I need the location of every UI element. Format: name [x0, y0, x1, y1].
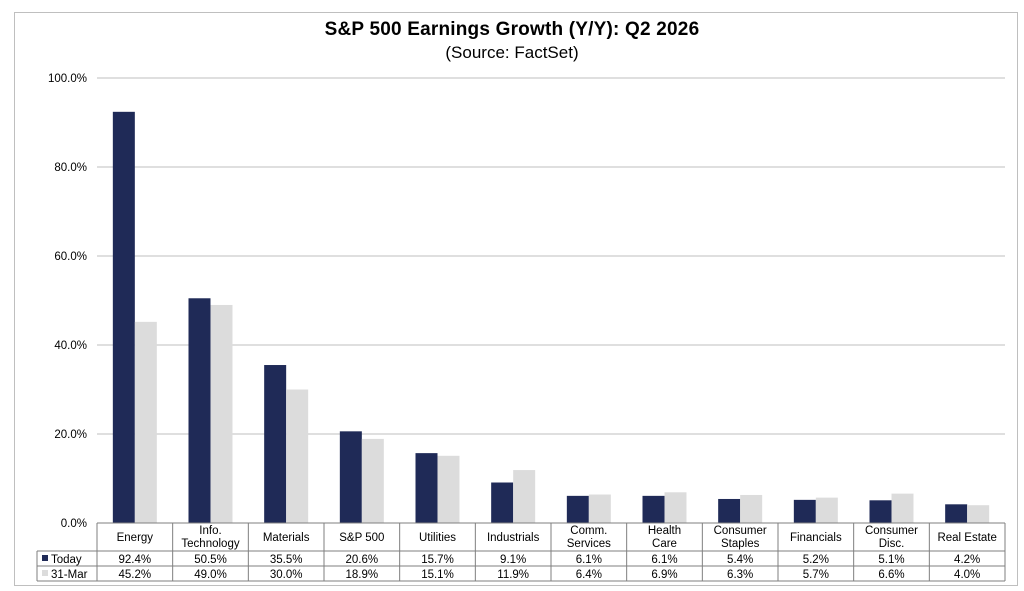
legend-label-today: Today — [51, 554, 82, 566]
table-cell-31-mar: 18.9% — [346, 569, 379, 581]
bar-today — [415, 453, 438, 523]
category-label: Materials — [263, 532, 310, 544]
table-cell-31-mar: 6.3% — [727, 569, 753, 581]
table-cell-today: 50.5% — [194, 554, 227, 566]
y-tick-label: 100.0% — [48, 73, 87, 85]
bar-31-mar — [588, 494, 611, 523]
category-label: Energy — [117, 532, 154, 544]
legend-swatch-today — [42, 555, 48, 561]
category-label: Comm. — [570, 525, 607, 537]
bar-today — [642, 495, 665, 523]
bar-today — [491, 482, 514, 523]
table-cell-today: 4.2% — [954, 554, 980, 566]
bar-today — [112, 111, 135, 523]
category-label: Info. — [199, 525, 221, 537]
y-tick-label: 0.0% — [61, 518, 87, 530]
bar-today — [339, 431, 362, 523]
category-label: S&P 500 — [339, 532, 384, 544]
chart-title: S&P 500 Earnings Growth (Y/Y): Q2 2026 — [324, 19, 700, 40]
bar-today — [718, 498, 741, 523]
table-cell-today: 5.4% — [727, 554, 753, 566]
table-cell-31-mar: 4.0% — [954, 569, 980, 581]
table-cell-31-mar: 6.9% — [651, 569, 677, 581]
category-label: Industrials — [487, 532, 540, 544]
y-tick-label: 20.0% — [54, 429, 87, 441]
bar-31-mar — [664, 492, 687, 523]
legend-label-31-mar: 31-Mar — [51, 569, 88, 581]
table-cell-today: 5.1% — [878, 554, 904, 566]
bar-today — [566, 495, 589, 523]
table-cell-today: 6.1% — [576, 554, 602, 566]
bar-31-mar — [740, 494, 763, 523]
bar-31-mar — [891, 493, 914, 523]
category-label: Financials — [790, 532, 842, 544]
category-label: Technology — [181, 538, 239, 550]
table-cell-today: 9.1% — [500, 554, 526, 566]
table-cell-today: 5.2% — [803, 554, 829, 566]
bar-today — [793, 499, 816, 523]
category-label: Health — [648, 525, 681, 537]
category-label: Consumer — [714, 525, 767, 537]
category-label: Utilities — [419, 532, 456, 544]
category-label: Real Estate — [937, 532, 996, 544]
bar-today — [188, 298, 211, 523]
legend-swatch-31-mar — [42, 570, 48, 576]
category-label: Disc. — [879, 538, 905, 550]
table-cell-today: 92.4% — [119, 554, 152, 566]
bar-today — [945, 504, 968, 523]
bar-31-mar — [286, 389, 309, 523]
table-cell-today: 20.6% — [346, 554, 379, 566]
bar-today — [264, 365, 287, 523]
table-cell-31-mar: 11.9% — [497, 569, 529, 581]
category-label: Staples — [721, 538, 760, 550]
table-cell-31-mar: 45.2% — [119, 569, 152, 581]
table-cell-31-mar: 30.0% — [270, 569, 303, 581]
bar-today — [869, 500, 892, 523]
category-label: Care — [652, 538, 677, 550]
table-cell-31-mar: 6.4% — [576, 569, 602, 581]
bar-31-mar — [210, 304, 233, 523]
y-tick-label: 80.0% — [54, 162, 87, 174]
category-label: Consumer — [865, 525, 918, 537]
bar-31-mar — [361, 438, 384, 523]
bar-31-mar — [967, 505, 990, 523]
table-cell-31-mar: 6.6% — [878, 569, 904, 581]
category-label: Services — [567, 538, 611, 550]
bar-31-mar — [815, 497, 838, 523]
chart-subtitle: (Source: FactSet) — [445, 43, 579, 62]
table-cell-31-mar: 49.0% — [194, 569, 227, 581]
y-tick-label: 60.0% — [54, 251, 87, 263]
table-cell-today: 35.5% — [270, 554, 303, 566]
bar-31-mar — [134, 321, 157, 523]
y-tick-label: 40.0% — [54, 340, 87, 352]
table-cell-31-mar: 15.1% — [421, 569, 454, 581]
table-cell-31-mar: 5.7% — [803, 569, 829, 581]
table-cell-today: 6.1% — [651, 554, 677, 566]
bar-31-mar — [437, 455, 460, 523]
bar-31-mar — [513, 470, 536, 523]
table-cell-today: 15.7% — [421, 554, 454, 566]
